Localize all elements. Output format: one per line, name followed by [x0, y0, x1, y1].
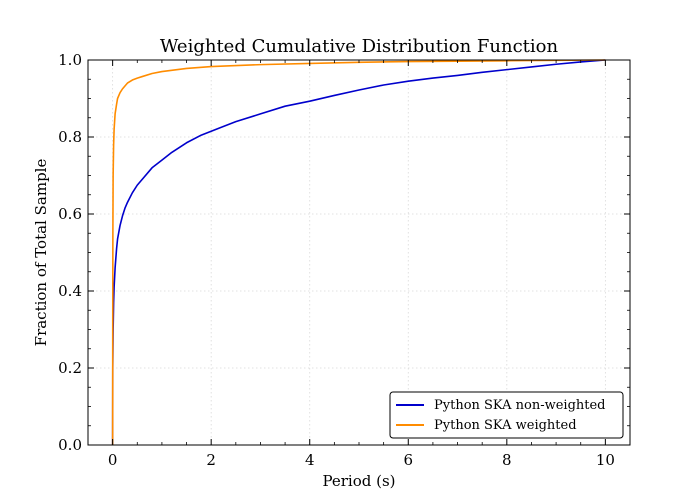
chart-title: Weighted Cumulative Distribution Functio…: [160, 36, 559, 57]
y-tick-label: 0.2: [58, 359, 82, 377]
series-line-0: [111, 59, 606, 446]
y-tick-label: 0.8: [58, 128, 82, 146]
series-line-1: [111, 59, 606, 446]
legend-label-weighted: Python SKA weighted: [434, 418, 577, 433]
x-tick-label: 10: [596, 451, 615, 469]
y-tick-label: 0.4: [58, 282, 82, 300]
series-lines: [111, 59, 606, 446]
legend-box: [389, 391, 624, 439]
y-tick-label: 0.6: [58, 205, 82, 223]
axis-ticks: 0 2 4 6 8 10 0.0 0.2 0.4 0.6 0.8 1.0: [58, 51, 631, 469]
legend: Python SKA non-weighted Python SKA weigh…: [389, 391, 624, 439]
x-tick-label: 6: [403, 451, 413, 469]
y-tick-label: 0.0: [58, 436, 82, 454]
legend-label-non-weighted: Python SKA non-weighted: [434, 398, 606, 413]
grid-lines: [88, 59, 630, 446]
x-tick-label: 2: [206, 451, 216, 469]
y-tick-label: 1.0: [58, 51, 82, 69]
y-axis-title: Fraction of Total Sample: [32, 159, 50, 347]
x-axis-title: Period (s): [322, 472, 395, 490]
x-tick-label: 4: [305, 451, 315, 469]
x-tick-label: 8: [502, 451, 512, 469]
x-tick-label: 0: [108, 451, 118, 469]
